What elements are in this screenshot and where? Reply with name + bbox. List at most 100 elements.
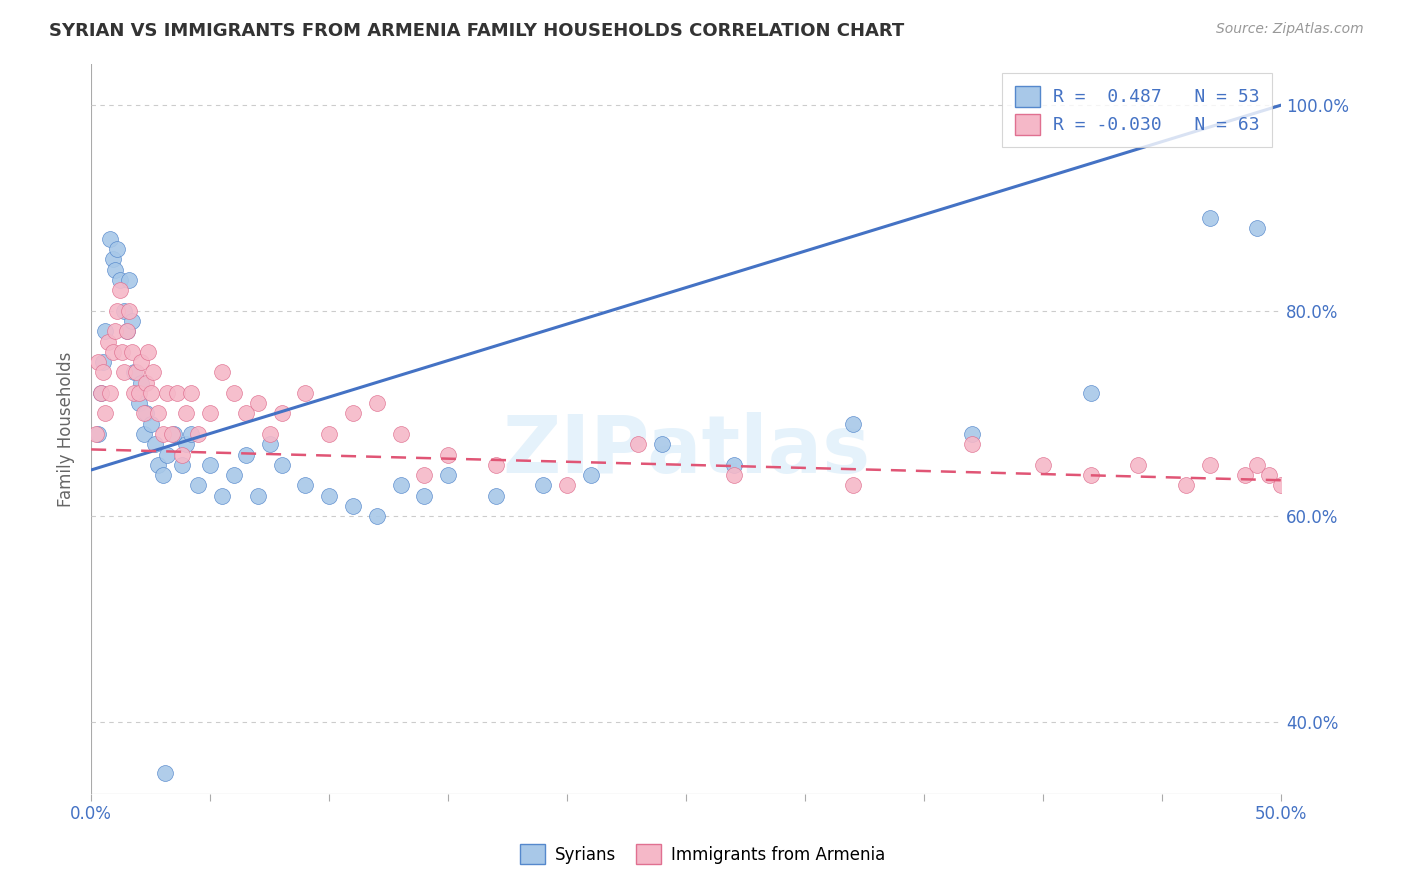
Point (1032, 458, 1054, 472)
Point (125, 365, 148, 379)
Point (187, 427, 209, 442)
Point (91, 365, 114, 379)
Point (723, 458, 745, 472)
Point (139, 385, 162, 400)
Point (156, 385, 179, 400)
Point (121, 344, 143, 359)
Point (94, 324, 117, 338)
Point (97, 334, 120, 349)
Point (170, 458, 193, 472)
Point (90, 385, 112, 400)
Point (122, 385, 145, 400)
Point (114, 303, 136, 318)
Point (270, 407, 292, 421)
Point (485, 489, 508, 503)
Point (170, 448, 193, 462)
Y-axis label: Family Households: Family Households (58, 351, 75, 507)
Point (270, 458, 292, 472)
Text: SYRIAN VS IMMIGRANTS FROM ARMENIA FAMILY HOUSEHOLDS CORRELATION CHART: SYRIAN VS IMMIGRANTS FROM ARMENIA FAMILY… (49, 22, 904, 40)
Point (413, 468, 436, 483)
Point (960, 437, 983, 451)
Point (132, 427, 155, 442)
Point (176, 407, 198, 421)
Point (118, 303, 141, 318)
Point (579, 468, 602, 483)
Point (180, 427, 202, 442)
Point (139, 417, 162, 431)
Point (135, 376, 157, 390)
Point (246, 396, 269, 410)
Point (176, 437, 198, 451)
Point (152, 427, 174, 442)
Point (90, 385, 112, 400)
Point (198, 407, 221, 421)
Point (105, 242, 128, 256)
Point (211, 489, 233, 503)
Point (437, 468, 460, 483)
Point (114, 365, 136, 379)
Point (1270, 478, 1292, 492)
Point (129, 376, 152, 390)
Point (104, 262, 127, 277)
Point (1080, 468, 1102, 483)
Point (84, 427, 107, 442)
Point (1234, 468, 1257, 483)
Point (211, 365, 233, 379)
Point (153, 766, 176, 780)
Point (108, 273, 131, 287)
Point (111, 344, 134, 359)
Point (108, 283, 131, 297)
Point (1258, 468, 1281, 483)
Text: Source: ZipAtlas.com: Source: ZipAtlas.com (1216, 22, 1364, 37)
Legend: Syrians, Immigrants from Armenia: Syrians, Immigrants from Armenia (513, 838, 893, 871)
Point (121, 314, 143, 328)
Point (1246, 221, 1268, 235)
Point (129, 355, 152, 369)
Point (163, 427, 186, 442)
Point (723, 468, 745, 483)
Point (1198, 211, 1220, 226)
Point (142, 365, 165, 379)
Point (294, 385, 316, 400)
Point (160, 427, 183, 442)
Point (1198, 458, 1220, 472)
Point (413, 489, 436, 503)
Point (342, 407, 364, 421)
Point (389, 478, 412, 492)
Point (342, 499, 364, 513)
Point (91, 355, 114, 369)
Point (318, 489, 340, 503)
Point (437, 448, 460, 462)
Point (122, 365, 145, 379)
Point (318, 427, 340, 442)
Point (235, 448, 257, 462)
Point (627, 437, 650, 451)
Point (294, 478, 316, 492)
Point (389, 427, 412, 442)
Point (135, 407, 157, 421)
Legend: R =  0.487   N = 53, R = -0.030   N = 63: R = 0.487 N = 53, R = -0.030 N = 63 (1002, 73, 1272, 147)
Point (115, 324, 138, 338)
Point (235, 407, 257, 421)
Point (366, 509, 388, 524)
Point (94, 407, 117, 421)
Point (259, 437, 281, 451)
Point (132, 407, 155, 421)
Point (222, 468, 245, 483)
Point (101, 252, 124, 267)
Point (128, 396, 150, 410)
Point (146, 407, 169, 421)
Point (555, 478, 578, 492)
Point (105, 303, 128, 318)
Point (98, 232, 121, 246)
Point (166, 385, 188, 400)
Point (115, 324, 138, 338)
Point (651, 437, 673, 451)
Point (145, 437, 167, 451)
Point (841, 417, 863, 431)
Point (187, 478, 209, 492)
Point (156, 448, 179, 462)
Point (146, 458, 169, 472)
Point (136, 344, 159, 359)
Point (152, 468, 174, 483)
